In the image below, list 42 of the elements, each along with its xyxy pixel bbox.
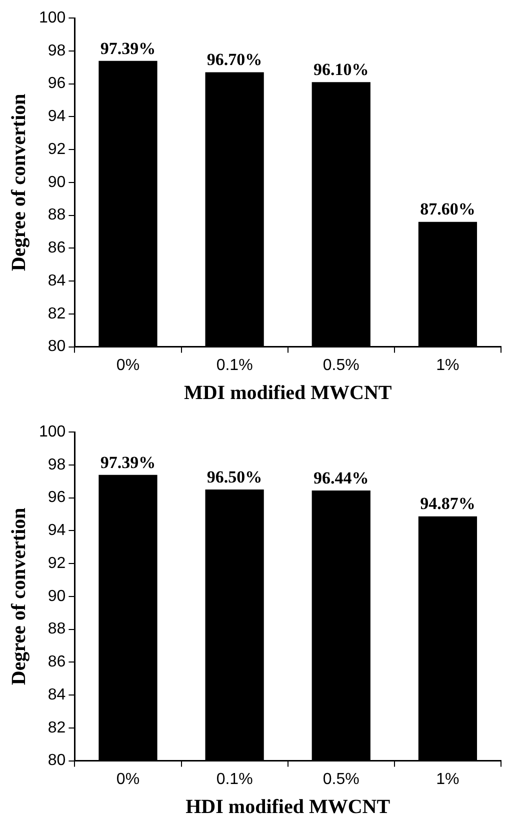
- y-tick-label: 92: [48, 140, 66, 158]
- y-axis-title: Degree of convertion: [8, 94, 30, 272]
- x-tick-label: 0%: [116, 770, 140, 788]
- y-tick-label: 82: [48, 305, 66, 322]
- y-axis-title: Degree of convertion: [8, 508, 30, 686]
- y-tick-label: 90: [48, 174, 66, 191]
- x-tick-label: 1%: [436, 770, 460, 788]
- y-tick-label: 80: [48, 338, 66, 356]
- y-tick-label: 92: [48, 554, 66, 572]
- y-tick-label: 86: [48, 240, 66, 257]
- data-label: 96.50%: [206, 467, 262, 486]
- data-label: 96.10%: [314, 60, 369, 80]
- y-tick-label: 94: [48, 522, 66, 540]
- y-tick-label: 84: [48, 272, 66, 290]
- y-tick-label: 94: [48, 108, 66, 126]
- data-label: 96.44%: [314, 468, 369, 488]
- data-label: 96.70%: [206, 50, 262, 70]
- y-tick-label: 100: [38, 423, 66, 440]
- y-tick-label: 82: [48, 719, 66, 736]
- y-tick-label: 96: [48, 75, 66, 92]
- y-tick-label: 80: [48, 752, 66, 770]
- y-tick-label: 100: [38, 9, 66, 26]
- data-label: 94.87%: [420, 494, 476, 514]
- x-axis-title: HDI modified MWCNT: [186, 796, 391, 818]
- data-label: 97.39%: [100, 452, 156, 472]
- data-label: 87.60%: [420, 200, 476, 219]
- y-tick-label: 88: [48, 206, 66, 224]
- y-tick-label: 96: [48, 489, 66, 506]
- y-tick-label: 98: [48, 42, 66, 60]
- x-tick-label: 0.1%: [216, 770, 253, 788]
- x-tick-label: 0.5%: [322, 356, 360, 374]
- data-label: 97.39%: [100, 38, 156, 58]
- x-tick-label: 0.1%: [216, 356, 253, 374]
- x-tick-label: 0%: [116, 356, 140, 374]
- x-tick-label: 1%: [436, 356, 460, 374]
- y-tick-label: 88: [48, 620, 66, 638]
- y-tick-label: 84: [48, 686, 66, 704]
- y-tick-label: 90: [48, 588, 66, 605]
- x-tick-label: 0.5%: [322, 770, 360, 788]
- y-tick-label: 86: [48, 654, 66, 671]
- x-axis-title: MDI modified MWCNT: [184, 382, 392, 404]
- y-tick-label: 98: [48, 456, 66, 474]
